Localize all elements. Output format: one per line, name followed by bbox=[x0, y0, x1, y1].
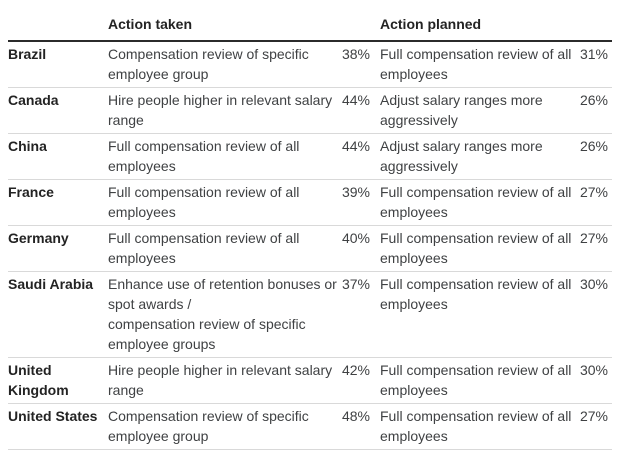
country-label: Germany bbox=[8, 230, 69, 246]
action-planned-text: Adjust salary ranges more aggressively bbox=[380, 138, 543, 174]
action-planned-percent: 26% bbox=[579, 92, 608, 108]
action-taken-percent: 44% bbox=[341, 138, 370, 154]
action-taken-text: Full compensation review of all employee… bbox=[108, 230, 300, 266]
action-taken-percent: 48% bbox=[341, 408, 370, 424]
action-taken-percent: 38% bbox=[341, 46, 370, 62]
action-taken-text: Compensation review of specific employee… bbox=[108, 46, 309, 82]
country-label: Saudi Arabia bbox=[8, 276, 94, 292]
action-taken-percent: 40% bbox=[341, 230, 370, 246]
col-header-country bbox=[8, 14, 108, 34]
action-taken-text: Full compensation review of all employee… bbox=[108, 184, 300, 220]
table-row: France Full compensation review of all e… bbox=[8, 180, 612, 226]
action-taken-text: Hire people higher in relevant salary ra… bbox=[108, 362, 333, 398]
table-header-row: Action taken Action planned bbox=[8, 6, 612, 42]
table-row: Canada Hire people higher in relevant sa… bbox=[8, 88, 612, 134]
action-taken-percent: 37% bbox=[341, 276, 370, 292]
action-taken-percent: 44% bbox=[341, 92, 370, 108]
action-planned-percent: 30% bbox=[579, 276, 608, 292]
action-planned-text: Full compensation review of all employee… bbox=[380, 362, 572, 398]
action-taken-text: Full compensation review of all employee… bbox=[108, 138, 300, 174]
action-planned-text: Full compensation review of all employee… bbox=[380, 184, 572, 220]
country-label: Canada bbox=[8, 92, 59, 108]
table-row: Brazil Compensation review of specific e… bbox=[8, 42, 612, 88]
action-taken-text: Hire people higher in relevant salary ra… bbox=[108, 92, 333, 128]
action-planned-text: Full compensation review of all employee… bbox=[380, 276, 572, 312]
action-taken-text: Enhance use of retention bonuses or spot… bbox=[108, 276, 337, 352]
country-label: United States bbox=[8, 408, 98, 424]
action-planned-text: Full compensation review of all employee… bbox=[380, 46, 572, 82]
col-header-planned-pct-spacer bbox=[576, 14, 612, 34]
table-body: Brazil Compensation review of specific e… bbox=[8, 42, 612, 450]
col-header-taken-pct-spacer bbox=[338, 14, 370, 34]
col-header-action-taken: Action taken bbox=[108, 16, 193, 32]
col-header-action-planned: Action planned bbox=[380, 16, 482, 32]
action-taken-percent: 39% bbox=[341, 184, 370, 200]
action-planned-percent: 27% bbox=[579, 184, 608, 200]
action-planned-text: Full compensation review of all employee… bbox=[380, 408, 572, 444]
action-taken-percent: 42% bbox=[341, 362, 370, 378]
action-planned-percent: 27% bbox=[579, 408, 608, 424]
action-planned-text: Full compensation review of all employee… bbox=[380, 230, 572, 266]
country-label: United Kingdom bbox=[8, 362, 69, 398]
table-row: Saudi Arabia Enhance use of retention bo… bbox=[8, 272, 612, 358]
table-row: Germany Full compensation review of all … bbox=[8, 226, 612, 272]
action-taken-text: Compensation review of specific employee… bbox=[108, 408, 309, 444]
action-planned-percent: 26% bbox=[579, 138, 608, 154]
country-label: China bbox=[8, 138, 47, 154]
table-row: China Full compensation review of all em… bbox=[8, 134, 612, 180]
action-planned-percent: 30% bbox=[579, 362, 608, 378]
action-planned-percent: 27% bbox=[579, 230, 608, 246]
table-row: United States Compensation review of spe… bbox=[8, 404, 612, 450]
country-label: Brazil bbox=[8, 46, 47, 62]
country-actions-table: Action taken Action planned Brazil Compe… bbox=[8, 6, 612, 450]
table-row: United Kingdom Hire people higher in rel… bbox=[8, 358, 612, 404]
action-planned-percent: 31% bbox=[579, 46, 608, 62]
country-label: France bbox=[8, 184, 54, 200]
action-planned-text: Adjust salary ranges more aggressively bbox=[380, 92, 543, 128]
